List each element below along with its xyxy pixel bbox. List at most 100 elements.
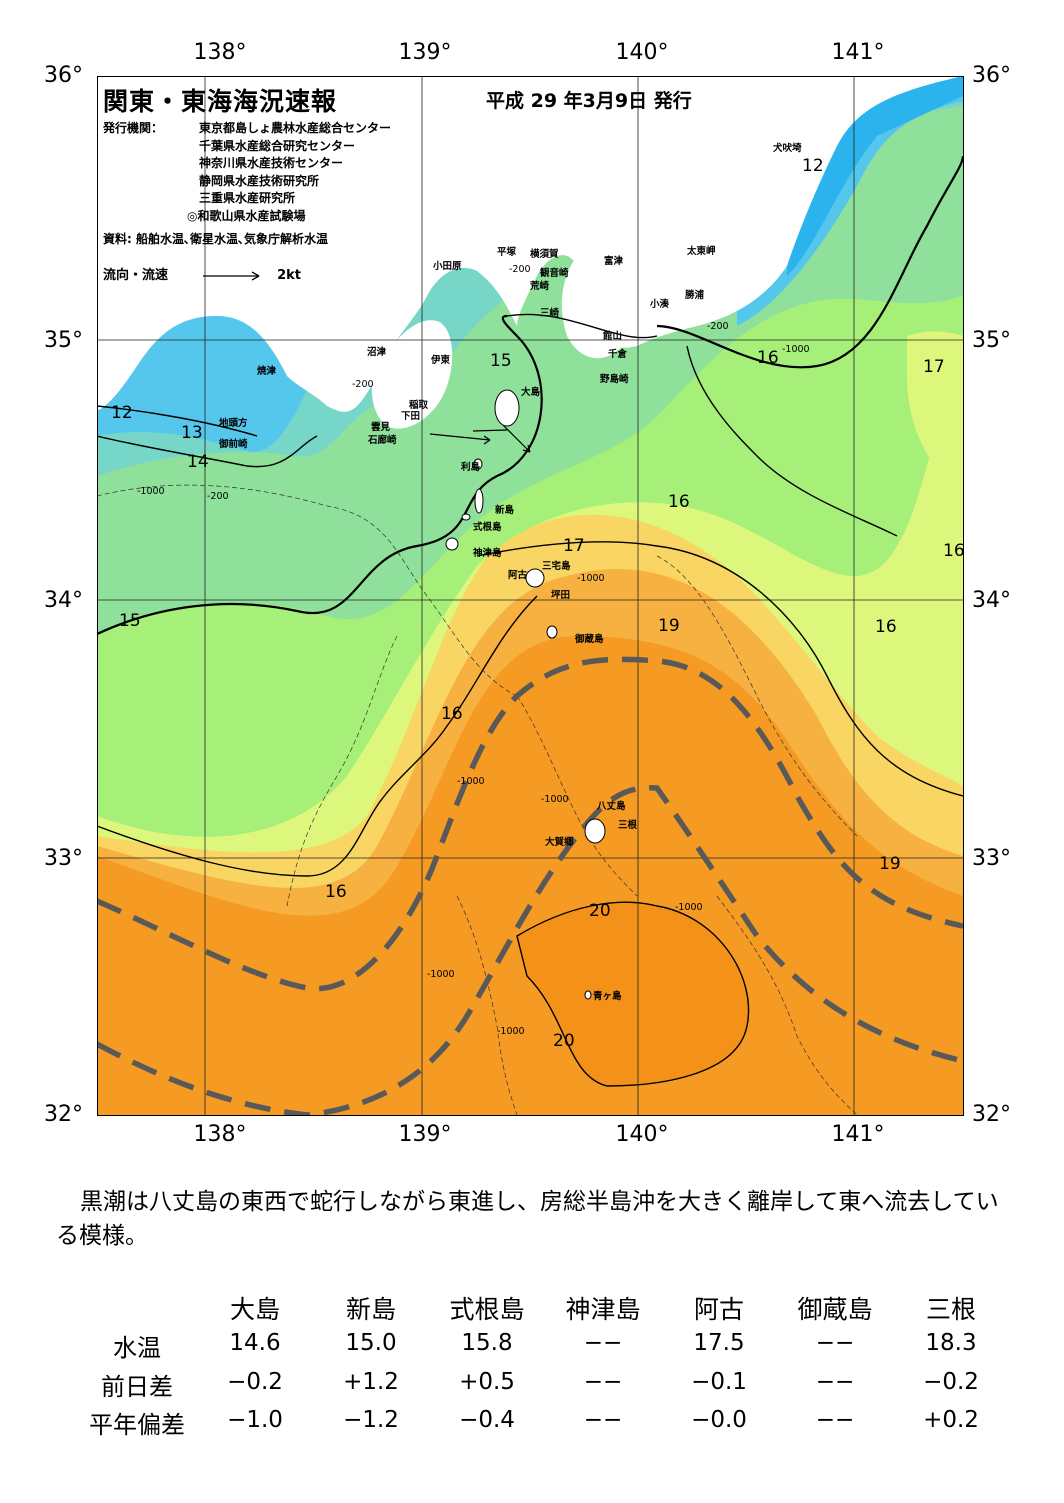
flow-legend-arrow-icon <box>202 270 259 281</box>
lat-label-left-35: 35° <box>44 328 83 353</box>
warm-core-20 <box>516 901 750 1087</box>
summary-text: 黒潮は八丈島の東西で蛇行しながら東進し、房総半島沖を大きく離岸して東へ流去してい… <box>56 1189 999 1249</box>
depth-label: -1000 <box>541 794 569 805</box>
table-col-header: 新島 <box>345 1295 396 1324</box>
depth-contours <box>97 484 858 1115</box>
place-chikura: 千倉 <box>608 349 628 360</box>
org-label: 発行機関： <box>103 121 164 135</box>
lat-label-left-34: 34° <box>44 588 83 613</box>
island-oshima <box>494 389 520 427</box>
depth-label: -200 <box>707 321 729 332</box>
lon-label-top-138: 138° <box>193 40 247 65</box>
isotherm-label: 20 <box>553 1031 575 1051</box>
depth-label: -1000 <box>577 573 605 584</box>
lat-label-right-35: 35° <box>972 328 1011 353</box>
flow-legend-label: 流向・流速 <box>103 268 169 283</box>
isotherm-label: 15 <box>119 611 141 631</box>
island-shikinejima <box>461 513 471 521</box>
isotherm-label: 20 <box>589 901 611 921</box>
place-tsubota: 坪田 <box>551 590 571 601</box>
place-nojimazaki: 野島崎 <box>600 374 629 385</box>
table-cell: −− <box>583 1407 623 1433</box>
warm-patch-17-east <box>907 331 963 496</box>
lat-label-left-36: 36° <box>44 63 83 88</box>
data-sources: 資料: 船舶水温､衛星水温､気象庁解析水温 <box>103 232 328 246</box>
table-cell: −0.4 <box>459 1407 515 1433</box>
land-izu-peninsula <box>371 320 453 429</box>
lat-label-right-34: 34° <box>972 588 1011 613</box>
place-kannonzaki: 観音崎 <box>540 268 569 279</box>
table-col-header: 阿古 <box>693 1295 744 1324</box>
place-oshima: 大島 <box>521 387 541 398</box>
table-col-header: 大島 <box>229 1295 280 1324</box>
place-aogashima: 青ヶ島 <box>593 991 622 1002</box>
isotherm-lines <box>97 155 963 877</box>
table-cell: −0.2 <box>227 1369 283 1395</box>
table-cell: +0.2 <box>923 1407 979 1433</box>
lon-label-bottom-139: 139° <box>398 1122 452 1147</box>
place-misaki: 三崎 <box>540 308 560 319</box>
place-yaizu: 焼津 <box>257 366 277 377</box>
lat-label-right-32: 32° <box>972 1102 1011 1127</box>
island-kozushima <box>445 537 459 551</box>
place-kominato: 小湊 <box>650 299 670 310</box>
depth-label: -1000 <box>497 1026 525 1037</box>
island-miyakejima <box>525 568 545 588</box>
table-row-label: 前日差 <box>101 1373 173 1401</box>
place-odawara: 小田原 <box>433 261 462 272</box>
table-cell: −0.0 <box>691 1407 747 1433</box>
isotherm-label: 14 <box>187 452 209 472</box>
table-col-header: 神津島 <box>565 1295 641 1324</box>
sea-temperature-map: 犬吠埼 太東岬 勝浦 小湊 富津 観音崎 横須賀 平塚 小田原 荒崎 三崎 館山… <box>97 76 963 1115</box>
place-shimoda: 下田 <box>401 411 421 422</box>
island-hachijojima <box>584 818 606 844</box>
place-hiratsuka: 平塚 <box>497 247 517 258</box>
flow-legend: 流向・流速 2kt <box>103 264 301 283</box>
table-cell: −− <box>815 1330 855 1356</box>
flow-vectors <box>429 424 531 453</box>
depth-label: -1000 <box>457 776 485 787</box>
table-row-label: 平年偏差 <box>89 1411 185 1439</box>
isotherm-label: 17 <box>563 536 585 556</box>
isotherm-label: 17 <box>923 357 945 377</box>
place-tateyama: 館山 <box>603 331 623 342</box>
map-svg <box>97 76 963 1115</box>
isotherm-label: 12 <box>111 403 133 423</box>
place-inubozaki: 犬吠埼 <box>773 143 802 154</box>
islands <box>445 389 606 1000</box>
org-list: 東京都島しょ農林水産総合センター 千葉県水産総合研究センター 神奈川県水産技術セ… <box>187 120 459 225</box>
table-cell: −− <box>583 1330 623 1356</box>
table-cell: −− <box>815 1407 855 1433</box>
depth-label: -1000 <box>137 486 165 497</box>
org-item: 千葉県水産総合研究センター <box>199 138 356 153</box>
place-irozaki: 石廊崎 <box>368 435 397 446</box>
place-ako: 阿古 <box>508 570 528 581</box>
isotherm-label: 19 <box>879 854 901 874</box>
table-col-header: 御蔵島 <box>797 1295 873 1324</box>
table-cell: 15.8 <box>461 1330 513 1356</box>
lon-label-bottom-138: 138° <box>193 1122 247 1147</box>
table-cell: 17.5 <box>693 1330 745 1356</box>
island-toshima <box>473 458 483 470</box>
place-toshima: 利島 <box>461 462 481 473</box>
lat-label-left-33: 33° <box>44 846 83 871</box>
place-inatori: 稲取 <box>409 400 429 411</box>
place-tomitsu: 富津 <box>604 256 624 267</box>
table-cell: −− <box>583 1369 623 1395</box>
table-cell: 18.3 <box>925 1330 977 1356</box>
place-mikurajima: 御蔵島 <box>575 634 604 645</box>
flow-legend-unit: 2kt <box>277 268 301 283</box>
lon-label-bottom-140: 140° <box>615 1122 669 1147</box>
isotherm-label: 12 <box>802 156 824 176</box>
depth-label: -1000 <box>782 344 810 355</box>
table-cell: −0.2 <box>923 1369 979 1395</box>
isotherm-label: 15 <box>490 351 512 371</box>
place-taitomisaki: 太東岬 <box>687 246 716 257</box>
place-hachijojima: 八丈島 <box>597 801 626 812</box>
place-mitsune: 三根 <box>618 820 638 831</box>
lon-label-top-140: 140° <box>615 40 669 65</box>
table-cell: −0.1 <box>691 1369 747 1395</box>
issue-date: 平成 29 年3月9日 発行 <box>486 90 692 112</box>
lon-label-top-139: 139° <box>398 40 452 65</box>
isotherm-label: 16 <box>875 617 897 637</box>
